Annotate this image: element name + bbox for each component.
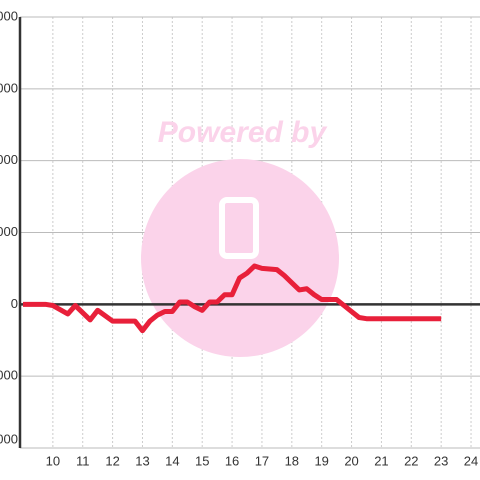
watermark-icon: [219, 197, 259, 259]
x-tick-label: 24: [464, 453, 478, 468]
x-tick-label: 18: [285, 453, 299, 468]
y-tick-label: 3,000: [0, 224, 18, 239]
x-tick-label: 21: [374, 453, 388, 468]
watermark-text: Powered by: [158, 116, 328, 149]
y-tick-label: 9,000: [0, 80, 18, 95]
x-tick-label: 17: [255, 453, 269, 468]
x-tick-label: 12: [105, 453, 119, 468]
x-tick-label: 16: [225, 453, 239, 468]
x-tick-label: 20: [344, 453, 358, 468]
x-tick-label: 23: [434, 453, 448, 468]
x-tick-label: 15: [195, 453, 209, 468]
y-tick-label: -3,000: [0, 368, 18, 383]
line: [22, 263, 442, 334]
watermark: Powered by: [141, 116, 339, 357]
x-tick-label: 19: [314, 453, 328, 468]
y-tick-label: 12,000: [0, 8, 18, 23]
x-tick-label: 13: [135, 453, 149, 468]
y-tick-label: 0: [11, 296, 18, 311]
y-tick-label: -6,000: [0, 431, 18, 446]
x-tick-label: 11: [76, 453, 90, 468]
x-tick-label: 22: [404, 453, 418, 468]
x-tick-label: 14: [165, 453, 179, 468]
y-tick-label: 6,000: [0, 152, 18, 167]
x-tick-label: 10: [46, 453, 60, 468]
